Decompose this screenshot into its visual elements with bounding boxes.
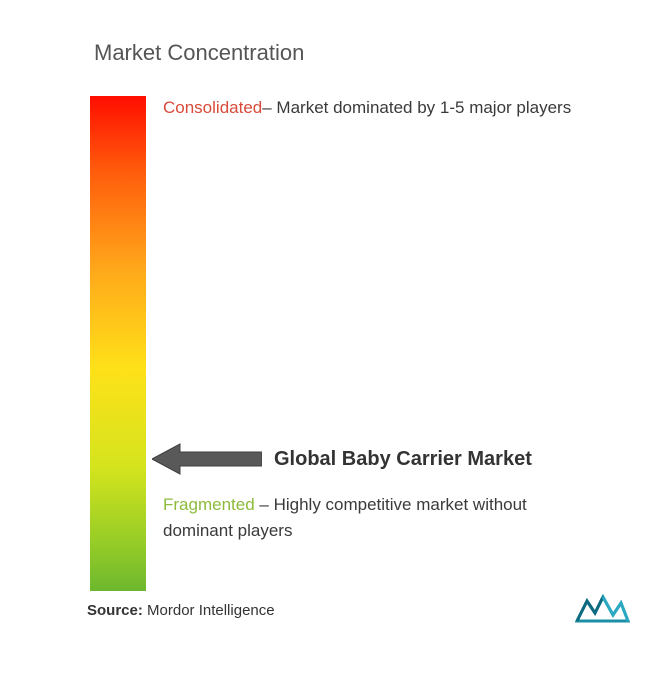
market-name: Global Baby Carrier Market [274, 448, 532, 471]
concentration-gradient-bar [90, 96, 146, 591]
consolidated-description: – Market dominated by 1-5 major players [262, 98, 571, 117]
fragmented-keyword: Fragmented [163, 495, 255, 514]
fragmented-label: Fragmented – Highly competitive market w… [163, 492, 580, 543]
arrow-left-icon [152, 442, 262, 476]
page-title: Market Concentration [94, 40, 625, 66]
source-label: Source: [87, 602, 143, 619]
consolidated-label: Consolidated– Market dominated by 1-5 ma… [163, 95, 580, 121]
consolidated-keyword: Consolidated [163, 98, 262, 117]
source-attribution: Source: Mordor Intelligence [87, 602, 275, 619]
market-marker: Global Baby Carrier Market [152, 442, 532, 476]
chart-container: Market Concentration Consolidated– Marke… [0, 0, 665, 685]
source-value: Mordor Intelligence [143, 602, 275, 619]
mordor-logo-icon [575, 593, 630, 623]
